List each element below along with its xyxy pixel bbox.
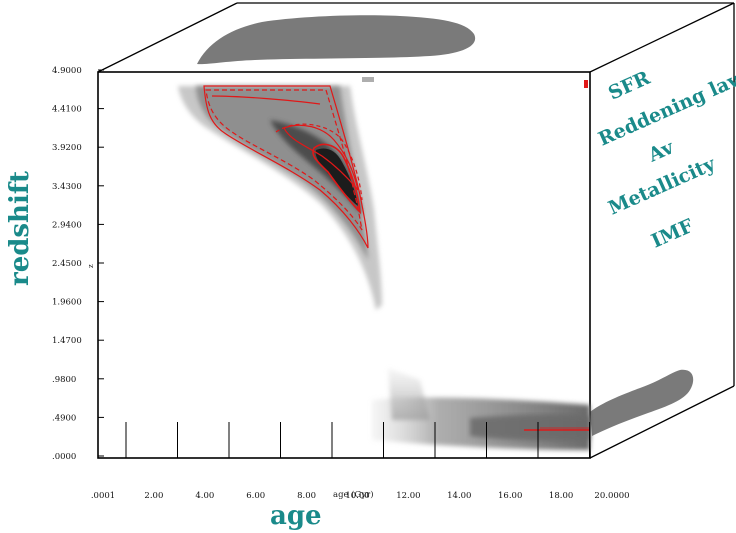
cube-edge-top-left xyxy=(97,2,238,73)
upper-density-peak xyxy=(315,148,358,206)
y-tick-label: 3.4300 xyxy=(52,182,82,192)
x-tick-label: 8.00 xyxy=(297,491,316,501)
cube-edge-bottom-right xyxy=(589,385,735,459)
y-tick-label: 4.4100 xyxy=(52,105,82,115)
x-axis-small-label: age (Gyr) xyxy=(333,489,374,500)
upper-density-mid xyxy=(196,86,368,260)
upper-density-core xyxy=(270,120,362,215)
side-panel-parameters: SFR Reddening law Av Metallicity IMF xyxy=(595,66,736,252)
y-tick-label: .4900 xyxy=(52,413,76,423)
lower-band-core xyxy=(470,414,590,441)
top-projection-blob xyxy=(197,15,476,65)
x-tick-label: 2.00 xyxy=(144,491,163,501)
contour-outer xyxy=(203,85,369,249)
x-tick-label: 4.00 xyxy=(195,491,214,501)
y-tick-label: 2.9400 xyxy=(52,220,82,230)
top-right-marker xyxy=(584,80,588,88)
y-tick-label: 1.9600 xyxy=(52,298,82,308)
x-tick-label: 10.00 xyxy=(345,491,369,501)
x-axis-title: age xyxy=(270,501,322,531)
y-tick-label: 4.9000 xyxy=(52,66,82,76)
confidence-contours xyxy=(203,85,369,249)
param-sfr: SFR xyxy=(605,67,653,105)
y-axis-small-label: z xyxy=(87,264,95,268)
contour-middle xyxy=(205,89,363,231)
top-speck xyxy=(362,77,374,82)
x-tick-label: 6.00 xyxy=(246,491,265,501)
param-av: Av xyxy=(644,136,678,167)
contour-inner-ring xyxy=(283,124,359,191)
y-tick-label: 2.4500 xyxy=(52,259,82,269)
y-tick-label: .9800 xyxy=(52,375,76,385)
contour-extra xyxy=(211,95,321,105)
x-tick-lines xyxy=(125,422,590,458)
x-tick-label: .0001 xyxy=(91,491,115,501)
y-tick-label: .0000 xyxy=(52,452,76,462)
y-tick-label: 3.9200 xyxy=(52,143,82,153)
x-tick-label: 12.00 xyxy=(396,491,420,501)
x-tick-label: 18.00 xyxy=(549,491,573,501)
contour-core xyxy=(312,143,362,215)
x-tick-label: 20.0000 xyxy=(594,491,629,501)
contour-inner-ring-2 xyxy=(275,123,363,201)
x-tick-label: 14.00 xyxy=(447,491,471,501)
y-axis-ticks: .0000 .4900 .9800 1.4700 1.9600 2.4500 2.9400 3… xyxy=(52,66,104,462)
x-tick-label: 16.00 xyxy=(498,491,522,501)
cube-edge-top-right xyxy=(589,2,735,73)
x-axis-ticks: .0001 2.00 4.00 6.00 8.00 10.00 12.00 14.00 16.0… xyxy=(91,491,630,501)
param-imf: IMF xyxy=(648,215,697,253)
density-map xyxy=(178,77,590,450)
red-marks xyxy=(524,80,590,431)
y-axis-title: redshift xyxy=(5,171,35,286)
y-tick-label: 1.4700 xyxy=(52,336,82,346)
right-projection-blob xyxy=(590,369,694,436)
cube-outline xyxy=(97,2,735,459)
